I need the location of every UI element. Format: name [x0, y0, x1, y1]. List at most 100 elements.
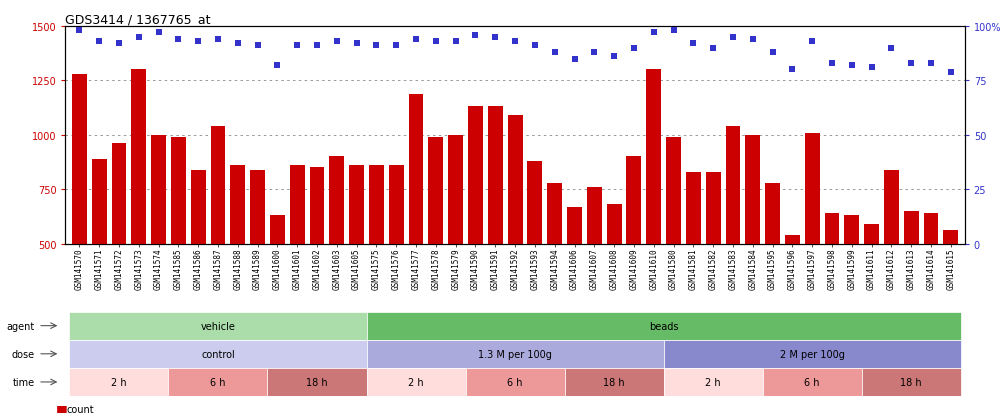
Point	[626, 45, 642, 52]
Point	[111, 41, 127, 47]
Bar	[210, 127, 226, 353]
Text: 6 h: 6 h	[805, 377, 820, 387]
Point	[666, 28, 682, 35]
Bar	[168, 368, 268, 396]
Bar	[904, 211, 918, 353]
Point	[527, 43, 543, 50]
Bar	[151, 135, 166, 353]
Text: 2 M per 100g: 2 M per 100g	[779, 349, 845, 359]
Text: beads: beads	[649, 321, 679, 331]
Text: 2 h: 2 h	[705, 377, 721, 387]
Bar	[547, 183, 562, 353]
Point	[764, 50, 780, 56]
Bar	[487, 107, 502, 353]
Text: 18 h: 18 h	[900, 377, 922, 387]
Bar	[565, 368, 664, 396]
Bar	[69, 340, 367, 368]
Text: count: count	[66, 404, 95, 413]
Bar	[69, 312, 367, 340]
Text: 6 h: 6 h	[508, 377, 523, 387]
Point	[645, 30, 662, 37]
Point	[369, 43, 385, 50]
Bar	[765, 183, 780, 353]
Text: GDS3414 / 1367765_at: GDS3414 / 1367765_at	[65, 13, 210, 26]
Bar	[468, 107, 483, 353]
Point	[309, 43, 325, 50]
Point	[348, 41, 365, 47]
Point	[824, 60, 840, 67]
Bar	[428, 138, 443, 353]
Bar	[367, 312, 961, 340]
Point	[190, 39, 206, 45]
Text: dose: dose	[12, 349, 35, 359]
Point	[131, 34, 147, 41]
Text: 2 h: 2 h	[111, 377, 127, 387]
Bar	[290, 166, 305, 353]
Bar	[309, 168, 324, 353]
Bar	[725, 127, 740, 353]
Bar	[686, 172, 701, 353]
Point	[487, 34, 504, 41]
Text: vehicle: vehicle	[200, 321, 236, 331]
Bar	[784, 235, 800, 353]
Point	[91, 39, 107, 45]
Point	[844, 63, 860, 69]
Point	[805, 39, 821, 45]
Text: time: time	[13, 377, 35, 387]
Point	[328, 39, 344, 45]
Bar	[389, 166, 404, 353]
Bar	[884, 170, 899, 353]
Bar	[349, 166, 365, 353]
Bar	[606, 205, 621, 353]
Point	[903, 60, 919, 67]
Point	[508, 39, 524, 45]
Bar	[250, 170, 265, 353]
Text: agent: agent	[7, 321, 35, 331]
Point	[408, 37, 424, 43]
Bar	[131, 70, 146, 353]
Point	[864, 65, 880, 71]
Point	[547, 50, 563, 56]
Point	[428, 39, 444, 45]
Bar	[567, 207, 582, 353]
Point	[388, 43, 404, 50]
Bar	[864, 224, 879, 353]
Point	[170, 37, 186, 43]
Bar	[448, 135, 463, 353]
Bar	[664, 368, 762, 396]
Bar	[171, 138, 185, 353]
Bar	[369, 166, 384, 353]
Bar	[71, 75, 87, 353]
Point	[686, 41, 702, 47]
Bar	[745, 135, 760, 353]
Text: 1.3 M per 100g: 1.3 M per 100g	[478, 349, 552, 359]
Bar	[706, 172, 721, 353]
Bar	[231, 166, 246, 353]
Bar	[367, 368, 465, 396]
Bar	[508, 116, 523, 353]
Point	[943, 69, 959, 76]
Bar	[409, 95, 424, 353]
Point	[784, 67, 801, 74]
Bar	[626, 157, 641, 353]
Bar	[646, 70, 662, 353]
Text: 18 h: 18 h	[306, 377, 328, 387]
Bar	[528, 161, 543, 353]
Bar	[587, 188, 602, 353]
Point	[567, 56, 583, 63]
Bar	[367, 340, 664, 368]
Bar	[268, 368, 367, 396]
Bar	[762, 368, 862, 396]
Bar	[270, 216, 285, 353]
Bar	[329, 157, 344, 353]
Point	[923, 60, 940, 67]
Bar	[465, 368, 565, 396]
Point	[586, 50, 602, 56]
Text: 18 h: 18 h	[603, 377, 625, 387]
Bar	[666, 138, 681, 353]
Point	[150, 30, 166, 37]
Point	[289, 43, 305, 50]
Text: ■: ■	[55, 402, 67, 413]
Point	[209, 37, 226, 43]
Bar	[862, 368, 961, 396]
